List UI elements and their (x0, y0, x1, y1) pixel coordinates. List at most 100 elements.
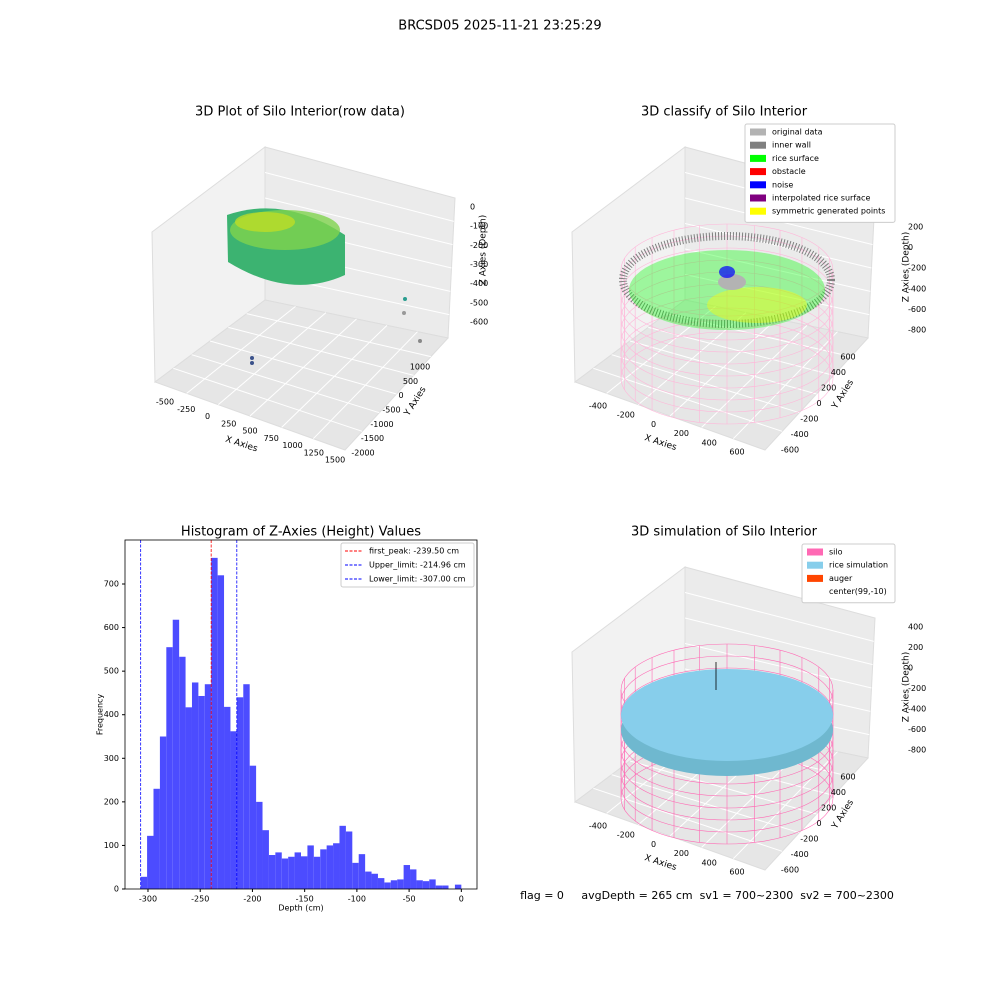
outlier (250, 361, 254, 365)
y-tick-label: 200 (821, 384, 836, 393)
bar (326, 845, 334, 889)
z-tick-label: -400 (908, 284, 926, 293)
y-tick-label: -600 (781, 446, 799, 455)
x-tick-label: 250 (221, 419, 236, 428)
bar (243, 684, 250, 889)
bar (179, 656, 186, 889)
pane-grid (684, 643, 872, 689)
bar (166, 647, 173, 889)
x-tick-label: 0 (205, 412, 210, 421)
z-tick-label: -800 (908, 746, 926, 755)
y-tick-label: 500 (104, 667, 119, 676)
x-tick-label: -400 (589, 402, 607, 411)
x-tick-label: 600 (729, 868, 744, 877)
x-tick-label: -100 (348, 895, 366, 904)
legend-swatch (750, 207, 766, 215)
pane-grid (264, 197, 453, 246)
z-tick-label: -200 (470, 241, 488, 250)
point-cloud-edge (235, 212, 295, 232)
x-tick-label: -150 (296, 895, 314, 904)
bar (211, 557, 218, 889)
x-tick-label: 1500 (325, 456, 345, 465)
legend-swatch (750, 194, 766, 202)
y-tick-label: 100 (104, 841, 119, 850)
y-tick-label: -400 (791, 430, 809, 439)
bar (236, 697, 244, 889)
bar (275, 852, 282, 889)
y-tick-label: 0 (114, 885, 119, 894)
bar (320, 849, 327, 889)
y-tick-label: -600 (781, 866, 799, 875)
z-tick-label: -600 (470, 318, 488, 327)
x-tick-label: -500 (156, 398, 174, 407)
x-tick-label: 1000 (282, 441, 302, 450)
bar (294, 852, 301, 889)
bar (204, 684, 212, 889)
pane-grid (246, 313, 431, 358)
z-tick-label: 0 (908, 664, 913, 673)
z-tick-label: -500 (470, 298, 488, 307)
bar (307, 845, 314, 889)
legend-box (340, 542, 475, 588)
legend-swatch (750, 128, 766, 136)
z-tick-label: -800 (908, 326, 926, 335)
y-tick-label: 700 (104, 580, 119, 589)
legend-label: Upper_limit: -214.96 cm (369, 561, 466, 570)
legend-label: interpolated rice surface (772, 194, 870, 203)
legend-box (801, 543, 896, 604)
pane-grid (684, 248, 871, 292)
x-tick-label: -250 (177, 405, 195, 414)
figure-title: BRCSD05 2025-11-21 23:25:29 (398, 19, 601, 34)
bar (301, 856, 308, 889)
x-tick-label: -200 (617, 411, 635, 420)
bar (198, 695, 205, 889)
bar (256, 801, 263, 889)
x-tick-label: 400 (702, 438, 717, 447)
x-tick-label: -300 (139, 895, 157, 904)
legend-swatch (807, 561, 823, 569)
legend-label: auger (829, 574, 853, 583)
z-tick-label: -100 (470, 222, 488, 231)
x-tick-label: 750 (264, 434, 279, 443)
z-tick-label: -300 (470, 260, 488, 269)
legend-label: first_peak: -239.50 cm (369, 547, 459, 556)
status-footer: flag = 0 avgDepth = 265 cm sv1 = 700~230… (520, 889, 894, 902)
bar (442, 885, 449, 889)
z-tick-label: 400 (908, 623, 923, 632)
bar (365, 871, 372, 889)
pane-grid (684, 617, 873, 666)
y-tick-label: 500 (403, 377, 418, 386)
bar (416, 880, 423, 889)
pane-grid (684, 223, 872, 269)
bar (435, 885, 443, 889)
y-tick-label: 1000 (410, 363, 430, 372)
bar (397, 879, 404, 889)
panel-3d (151, 145, 456, 451)
y-tick-label: -400 (791, 850, 809, 859)
legend-swatch (750, 154, 766, 162)
z-tick-label: 0 (908, 243, 913, 252)
bar (410, 869, 417, 889)
legend-label: rice simulation (829, 561, 888, 570)
z-tick-label: -400 (908, 705, 926, 714)
pane-grid (684, 274, 870, 316)
y-tick-label: -200 (800, 835, 818, 844)
bar (268, 855, 276, 889)
pane-grid (684, 592, 874, 642)
bar (281, 858, 289, 889)
x-tick-label: 1250 (304, 448, 324, 457)
x-tick-label: -250 (191, 895, 209, 904)
x-tick-label: 400 (702, 858, 717, 867)
z-axis-label: Z Axies (Depth) (902, 652, 912, 723)
z-tick-label: -600 (908, 305, 926, 314)
x-tick-label: -200 (617, 831, 635, 840)
z-axis-label: Z Axies (Depth) (479, 215, 489, 286)
z-tick-label: 0 (470, 203, 475, 212)
panel-title: Histogram of Z-Axies (Height) Values (181, 525, 421, 540)
bar (390, 880, 398, 889)
bar (358, 854, 366, 889)
panel-title: 3D simulation of Silo Interior (631, 525, 818, 540)
y-tick-label: -200 (800, 415, 818, 424)
bar (339, 825, 346, 889)
x-tick-label: 500 (242, 427, 257, 436)
